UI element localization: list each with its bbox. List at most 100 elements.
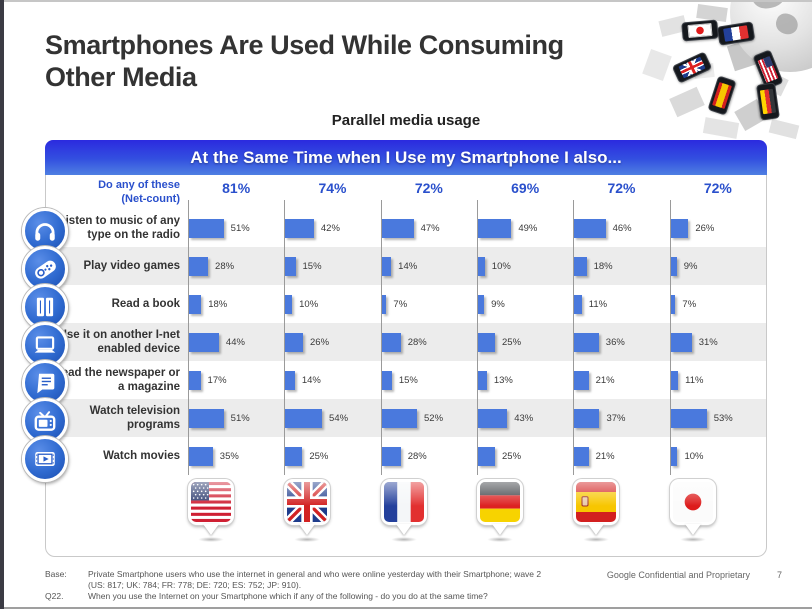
- bar-cell: 51%: [188, 399, 284, 437]
- net-count-jp: 72%: [669, 175, 766, 209]
- bar-cell: 52%: [380, 399, 477, 437]
- bar-cell: 14%: [380, 247, 477, 285]
- slide-left-edge: [0, 0, 4, 609]
- flag-de-mini-icon: [759, 88, 777, 115]
- flag-pin-uk: [284, 479, 331, 557]
- bar: [574, 294, 582, 314]
- pin-pointer: [588, 524, 605, 535]
- table-row-movies: Watch movies 35% 25% 28% 25% 21% 10%: [46, 437, 766, 475]
- net-count-es: 72%: [573, 175, 669, 209]
- pin-shadow: [198, 537, 224, 542]
- flag-fr-mini-icon: [723, 25, 749, 42]
- bar-value: 47%: [420, 222, 440, 234]
- pin-pointer: [395, 524, 412, 535]
- decor-chip: [642, 49, 672, 81]
- bar-value: 37%: [606, 412, 626, 424]
- bar: [285, 294, 293, 314]
- chart-panel: At the Same Time when I Use my Smartphon…: [45, 140, 767, 557]
- bar-value: 15%: [302, 260, 322, 272]
- bar: [478, 370, 487, 390]
- bar: [189, 294, 202, 314]
- table-row-newspaper: Read the newspaper or a magazine 17% 14%…: [46, 361, 766, 399]
- base-text-line1: Private Smartphone users who use the int…: [88, 569, 542, 579]
- flag-pin-es: [573, 479, 620, 557]
- bar-value: 10%: [491, 260, 511, 272]
- decor-chip: [768, 118, 800, 140]
- slide-top-edge: [0, 0, 812, 2]
- bar-cell: 17%: [188, 361, 284, 399]
- bar-value: 25%: [502, 336, 522, 348]
- bar-value: 53%: [713, 412, 733, 424]
- bar-value: 43%: [514, 412, 534, 424]
- bar-value: 21%: [595, 450, 615, 462]
- flag-fr-icon: [380, 479, 427, 525]
- bar: [285, 332, 303, 352]
- flag-es-icon: [573, 479, 620, 525]
- bar-cell: 46%: [573, 209, 669, 247]
- flag-pin-jp: [669, 479, 716, 557]
- bar: [381, 218, 414, 238]
- bar-value: 17%: [207, 374, 227, 386]
- page-number: 7: [776, 570, 782, 580]
- bar: [381, 370, 392, 390]
- bar: [478, 408, 508, 428]
- row-label: Use it on another I-net enabled device: [58, 328, 180, 355]
- movie-icon: [22, 436, 68, 482]
- bar-cell: 28%: [380, 323, 477, 361]
- bar-cell: 49%: [477, 209, 573, 247]
- bar: [189, 256, 209, 276]
- flag-cell-fr: [380, 477, 477, 557]
- bar-cell: 9%: [477, 285, 573, 323]
- pin-shadow: [583, 537, 610, 542]
- bar: [478, 294, 485, 314]
- bar: [285, 256, 296, 276]
- flag-es-mini-icon: [712, 82, 732, 109]
- pin-shadow: [487, 537, 513, 542]
- bar: [478, 218, 512, 238]
- question-text: When you use the Internet on your Smartp…: [88, 590, 488, 601]
- bar: [189, 332, 219, 352]
- bar-cell: 37%: [573, 399, 669, 437]
- bar-cell: 43%: [477, 399, 573, 437]
- bar-cell: 11%: [573, 285, 669, 323]
- bar-cell: 13%: [477, 361, 573, 399]
- pin-pointer: [492, 524, 508, 535]
- bar-value: 51%: [230, 222, 250, 234]
- row-label: Play video games: [83, 259, 180, 272]
- bar: [381, 256, 392, 276]
- bar: [478, 446, 495, 466]
- base-label: Base:: [45, 569, 67, 579]
- row-label: Watch movies: [103, 449, 180, 462]
- bar: [189, 408, 224, 428]
- bar: [574, 408, 600, 428]
- bar-cell: 44%: [188, 323, 284, 361]
- bar-cell: 28%: [188, 247, 284, 285]
- country-flag-legend: [46, 477, 766, 557]
- bar-value: 11%: [685, 374, 704, 386]
- pin-pointer: [203, 524, 219, 535]
- pin-pointer: [299, 524, 316, 535]
- confidential-notice: Google Confidential and Proprietary: [606, 570, 750, 580]
- pin-shadow: [679, 537, 706, 542]
- flag-cell-jp: [669, 477, 766, 557]
- table-row-games: Play video games 28% 15% 14% 10% 18% 9%: [46, 247, 766, 285]
- bar: [670, 218, 689, 238]
- bar: [285, 408, 323, 428]
- bar: [381, 294, 387, 314]
- bar: [670, 408, 707, 428]
- bar-cell: 14%: [284, 361, 380, 399]
- pin-shadow: [294, 537, 321, 542]
- bar-cell: 35%: [188, 437, 284, 475]
- bar-cell: 25%: [477, 323, 573, 361]
- flag-jp-mini-icon: [687, 22, 713, 39]
- bar-cell: 26%: [284, 323, 380, 361]
- bar: [189, 218, 224, 238]
- bar-value: 15%: [398, 374, 418, 386]
- bar-value: 14%: [301, 374, 321, 386]
- bar: [574, 332, 599, 352]
- bar-value: 9%: [683, 260, 698, 272]
- bar-value: 28%: [215, 260, 235, 272]
- bar-value: 21%: [595, 374, 615, 386]
- bar: [285, 370, 295, 390]
- bar-value: 46%: [612, 222, 632, 234]
